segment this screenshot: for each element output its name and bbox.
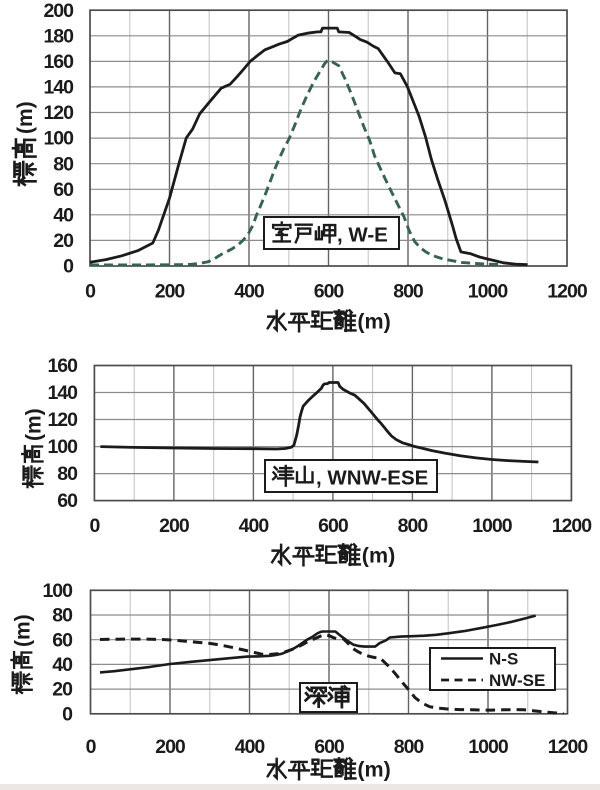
svg-text:40: 40 xyxy=(53,204,74,226)
svg-text:600: 600 xyxy=(318,515,349,537)
svg-text:N-S: N-S xyxy=(489,650,518,669)
svg-text:400: 400 xyxy=(239,515,270,537)
svg-text:160: 160 xyxy=(47,355,78,377)
svg-text:60: 60 xyxy=(57,490,78,512)
svg-text:180: 180 xyxy=(43,25,74,47)
svg-text:160: 160 xyxy=(43,51,74,73)
svg-text:0: 0 xyxy=(85,281,96,303)
svg-text:60: 60 xyxy=(53,179,74,201)
svg-text:800: 800 xyxy=(394,736,425,758)
svg-text:60: 60 xyxy=(52,629,73,651)
svg-text:120: 120 xyxy=(47,409,78,431)
svg-text:600: 600 xyxy=(314,281,345,303)
svg-text:600: 600 xyxy=(314,736,345,758)
svg-text:20: 20 xyxy=(53,230,74,252)
svg-text:200: 200 xyxy=(155,736,186,758)
svg-text:0: 0 xyxy=(63,256,74,278)
svg-text:800: 800 xyxy=(393,281,424,303)
svg-text:400: 400 xyxy=(235,736,266,758)
svg-text:(m): (m) xyxy=(14,101,37,134)
svg-text:(m): (m) xyxy=(357,758,390,782)
svg-text:140: 140 xyxy=(43,77,74,99)
svg-text:80: 80 xyxy=(52,605,73,627)
svg-text:120: 120 xyxy=(43,102,74,124)
svg-text:(m): (m) xyxy=(362,544,395,568)
svg-text:100: 100 xyxy=(42,580,73,602)
svg-text:(m): (m) xyxy=(357,310,390,334)
svg-text:1000: 1000 xyxy=(468,281,509,303)
svg-text:800: 800 xyxy=(398,515,429,537)
svg-text:80: 80 xyxy=(53,153,74,175)
svg-text:400: 400 xyxy=(234,281,265,303)
svg-text:NW-SE: NW-SE xyxy=(489,671,545,690)
svg-text:(m): (m) xyxy=(22,408,45,441)
svg-text:200: 200 xyxy=(155,281,186,303)
svg-text:(m): (m) xyxy=(12,614,35,647)
svg-text:1000: 1000 xyxy=(468,736,509,758)
svg-text:0: 0 xyxy=(86,736,97,758)
svg-text:40: 40 xyxy=(52,654,73,676)
svg-text:20: 20 xyxy=(52,679,73,701)
svg-text:1200: 1200 xyxy=(552,515,593,537)
svg-text:100: 100 xyxy=(43,128,74,150)
svg-text:140: 140 xyxy=(47,382,78,404)
svg-text:1200: 1200 xyxy=(547,281,588,303)
svg-text:, WNW-ESE: , WNW-ESE xyxy=(316,467,428,490)
svg-text:0: 0 xyxy=(89,515,100,537)
svg-text:, W-E: , W-E xyxy=(337,224,388,247)
svg-text:100: 100 xyxy=(47,436,78,458)
svg-text:1000: 1000 xyxy=(472,515,513,537)
svg-text:200: 200 xyxy=(43,0,74,22)
svg-text:0: 0 xyxy=(62,703,73,725)
svg-text:80: 80 xyxy=(57,463,78,485)
svg-text:200: 200 xyxy=(159,515,190,537)
svg-text:1200: 1200 xyxy=(548,736,589,758)
